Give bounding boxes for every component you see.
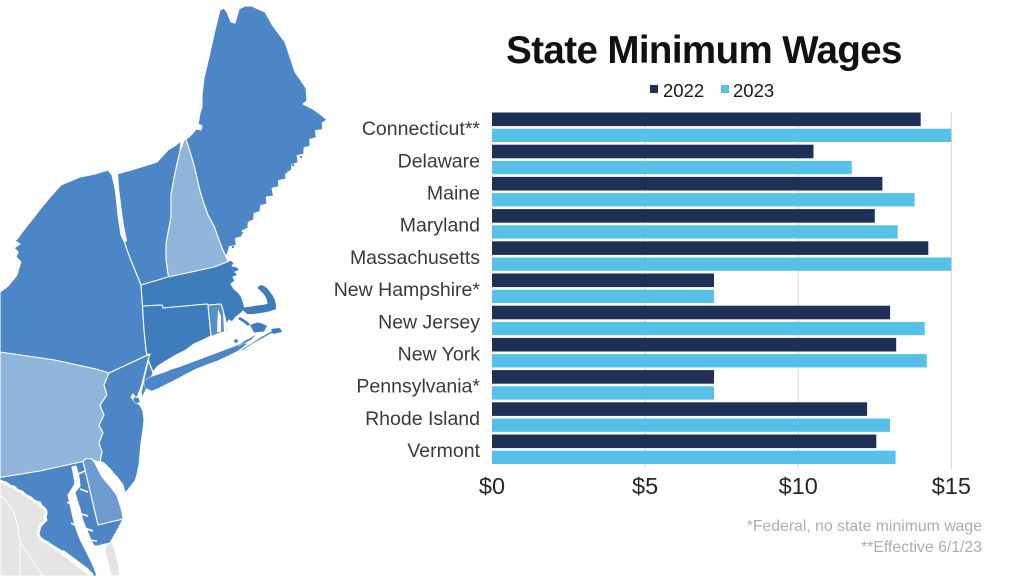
- svg-text:Maryland: Maryland: [400, 215, 480, 237]
- svg-text:Delaware: Delaware: [398, 150, 480, 172]
- svg-text:New Jersey: New Jersey: [378, 311, 480, 333]
- svg-text:Connecticut**: Connecticut**: [362, 118, 481, 140]
- svg-text:Massachusetts: Massachusetts: [350, 247, 480, 269]
- svg-text:Pennsylvania*: Pennsylvania*: [356, 376, 480, 398]
- svg-text:New York: New York: [398, 344, 481, 366]
- svg-text:$0: $0: [479, 473, 505, 499]
- svg-text:Rhode Island: Rhode Island: [365, 408, 480, 430]
- svg-text:New Hampshire*: New Hampshire*: [334, 279, 481, 301]
- svg-text:**Effective 6/1/23: **Effective 6/1/23: [861, 539, 982, 556]
- svg-text:Vermont: Vermont: [407, 440, 480, 462]
- svg-text:2022: 2022: [663, 80, 704, 101]
- svg-text:$15: $15: [932, 473, 971, 499]
- svg-text:$10: $10: [779, 473, 818, 499]
- svg-text:State Minimum Wages: State Minimum Wages: [506, 29, 902, 72]
- svg-text:*Federal, no state minimum wag: *Federal, no state minimum wage: [747, 518, 983, 535]
- svg-text:2023: 2023: [733, 80, 774, 101]
- svg-text:Maine: Maine: [427, 183, 480, 205]
- svg-text:$5: $5: [632, 473, 658, 499]
